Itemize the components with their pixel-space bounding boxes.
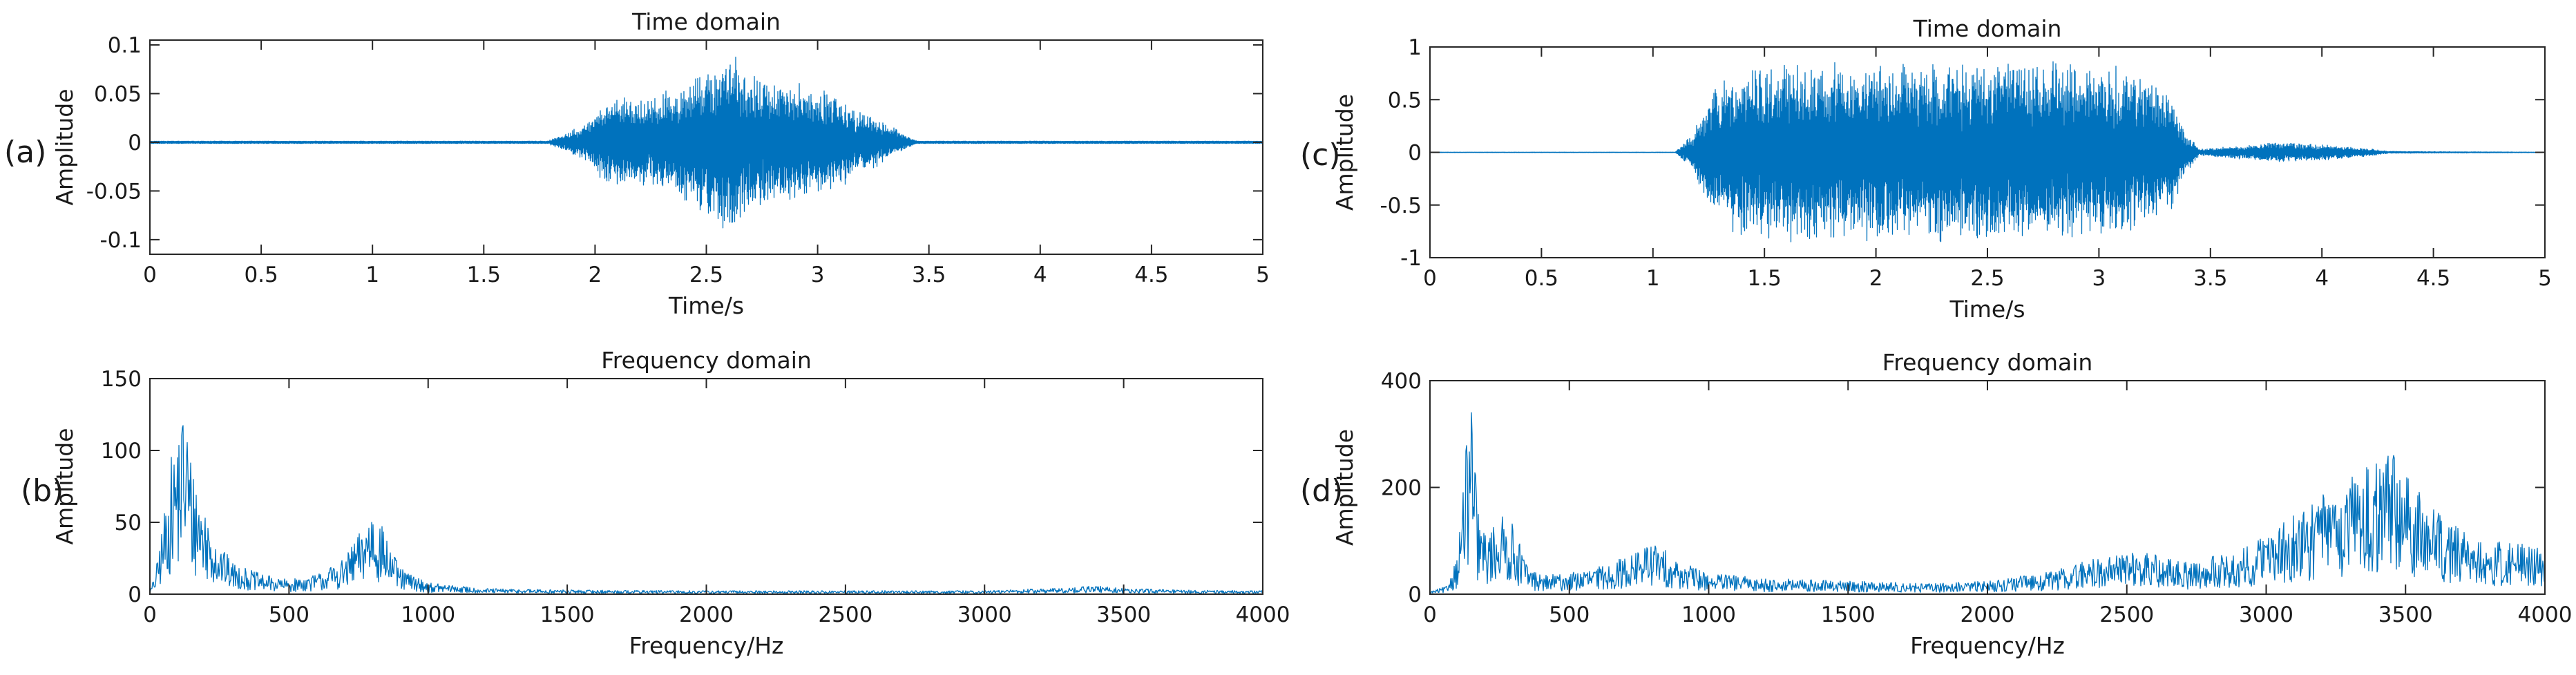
chart-panel-d: 0 500 1000 1500 2000 2500 3000 3500 40004002000F… [1300, 349, 2572, 659]
x-tick-label: 0.5 [1525, 266, 1558, 291]
y-axis-label: Amplitude [1331, 94, 1358, 211]
x-tick-label: 1500 [540, 602, 595, 627]
y-tick-label: 100 [101, 439, 142, 464]
x-tick-label: 2 [589, 263, 602, 287]
y-axis-label: Amplitude [51, 428, 78, 544]
y-tick-label: 200 [1381, 476, 1422, 501]
chart-title: Frequency domain [1882, 349, 2093, 376]
chart-panel-a: 0 0.5 1 1.5 2 2.5 3 3.5 4 4.5 5 0.1 0.05 0 -0.05 -0.1 Ti… [4, 8, 1270, 319]
x-axis-label: Time/s [668, 292, 744, 319]
chart-panel-b: 0 500 1000 1500 2000 2500 3000 3500 400015010050… [21, 347, 1290, 659]
x-tick-label: 4.5 [1134, 263, 1168, 287]
x-tick-label: 0 [143, 263, 157, 287]
x-tick-label: 3500 [1096, 602, 1151, 627]
x-tick-label: 4.5 [2416, 266, 2450, 291]
y-tick-label: 1 [1408, 35, 1422, 60]
x-tick-label: 1 [1646, 266, 1660, 291]
x-tick-label: 5 [2538, 266, 2552, 291]
x-tick-label: 2000 [1960, 602, 2015, 627]
x-axis-label: Frequency/Hz [629, 632, 784, 659]
y-tick-label: -0.5 [1380, 193, 1422, 218]
x-tick-label: 1000 [1681, 602, 1736, 627]
x-tick-label: 2.5 [689, 263, 723, 287]
y-tick-label: 400 [1381, 369, 1422, 394]
x-tick-label: 2.5 [1970, 266, 2004, 291]
x-tick-label: 3000 [957, 602, 1012, 627]
y-tick-label: 0 [128, 131, 142, 155]
x-tick-label: 1.5 [467, 263, 501, 287]
y-tick-label: -0.1 [100, 228, 142, 253]
y-axis-label: Amplitude [51, 88, 78, 205]
y-tick-label: -1 [1400, 246, 1422, 271]
y-tick-label: 0 [128, 582, 142, 607]
x-tick-label: 2 [1869, 266, 1883, 291]
chart-title: Time domain [1913, 15, 2062, 42]
x-tick-label: 500 [1549, 602, 1590, 627]
y-tick-label: 0.05 [94, 82, 142, 107]
x-tick-label: 3.5 [912, 263, 946, 287]
chart-title: Time domain [631, 8, 781, 35]
plot-frame [149, 378, 1263, 595]
x-tick-label: 4 [2315, 266, 2329, 291]
x-axis-label: Time/s [1949, 296, 2025, 323]
x-tick-label: 0.5 [244, 263, 278, 287]
y-tick-label: 50 [115, 511, 142, 535]
chart-title: Frequency domain [601, 347, 812, 374]
x-tick-label: 0 [143, 602, 157, 627]
x-tick-label: 3500 [2378, 602, 2433, 627]
x-tick-label: 0 [1423, 266, 1437, 291]
x-tick-label: 1 [365, 263, 379, 287]
series-line [150, 56, 1263, 229]
y-tick-label: 0 [1408, 582, 1422, 607]
x-tick-label: 1.5 [1748, 266, 1782, 291]
panel-label: (d) [1300, 473, 1343, 508]
x-tick-label: 0 [1423, 602, 1437, 627]
panel-label: (c) [1300, 137, 1341, 173]
x-tick-label: 3 [811, 263, 825, 287]
series-line [1430, 412, 2545, 594]
panel-label: (a) [4, 135, 46, 170]
x-tick-label: 5 [1256, 263, 1270, 287]
series-line [1430, 61, 2545, 243]
x-tick-label: 2500 [2099, 602, 2154, 627]
x-tick-label: 2500 [818, 602, 872, 627]
y-tick-label: 150 [101, 367, 142, 392]
x-tick-label: 500 [269, 602, 309, 627]
x-tick-label: 4000 [1236, 602, 1290, 627]
x-axis-label: Frequency/Hz [1910, 632, 2065, 659]
series-line [150, 425, 1263, 594]
x-tick-label: 1000 [401, 602, 455, 627]
x-tick-label: 1500 [1821, 602, 1876, 627]
y-tick-label: 0.5 [1388, 88, 1422, 113]
chart-panel-c: 0 0.5 1 1.5 2 2.5 3 3.5 4 4.5 5 1 0.5 0 -0.5 -1 Time dom… [1300, 15, 2552, 323]
y-tick-label: -0.05 [86, 179, 142, 204]
y-axis-label: Amplitude [1331, 429, 1358, 546]
x-tick-label: 2000 [679, 602, 734, 627]
x-tick-label: 3 [2092, 266, 2106, 291]
x-tick-label: 3000 [2239, 602, 2293, 627]
y-tick-label: 0 [1408, 141, 1422, 166]
x-tick-label: 3.5 [2193, 266, 2227, 291]
y-tick-label: 0.1 [108, 33, 142, 58]
x-tick-label: 4 [1033, 263, 1047, 287]
x-tick-label: 4000 [2518, 602, 2573, 627]
panel-label: (b) [21, 473, 64, 508]
